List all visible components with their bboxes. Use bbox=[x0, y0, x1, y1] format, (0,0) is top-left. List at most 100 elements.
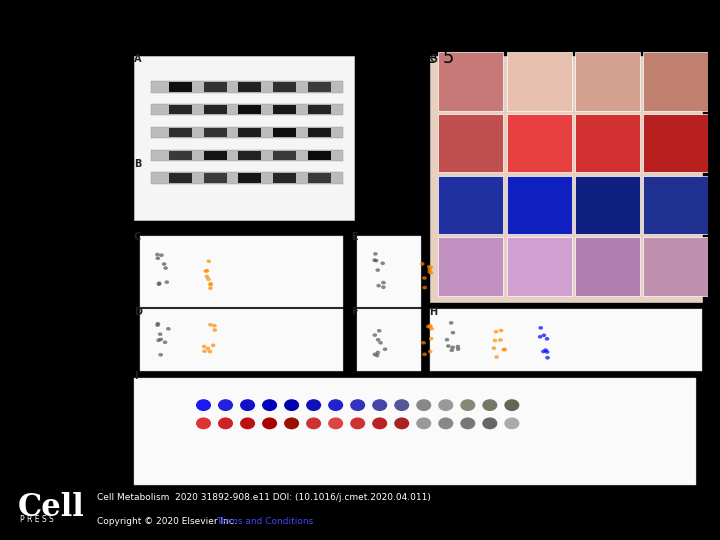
Bar bbox=[575, 114, 640, 172]
Circle shape bbox=[504, 417, 519, 429]
Circle shape bbox=[416, 417, 431, 429]
Circle shape bbox=[375, 354, 379, 357]
Bar bbox=[273, 151, 296, 160]
Circle shape bbox=[456, 347, 460, 351]
Text: Figure 5: Figure 5 bbox=[382, 49, 454, 67]
Bar bbox=[151, 150, 343, 161]
Circle shape bbox=[372, 399, 387, 411]
Circle shape bbox=[211, 343, 215, 347]
Circle shape bbox=[208, 323, 212, 327]
Bar bbox=[140, 309, 343, 371]
Circle shape bbox=[420, 262, 425, 266]
Text: G: G bbox=[430, 54, 438, 64]
Circle shape bbox=[240, 417, 255, 429]
Circle shape bbox=[208, 283, 213, 287]
Circle shape bbox=[445, 338, 449, 341]
Text: F: F bbox=[351, 307, 358, 317]
Circle shape bbox=[159, 253, 164, 257]
Circle shape bbox=[350, 399, 365, 411]
Circle shape bbox=[503, 348, 507, 352]
Bar bbox=[204, 151, 227, 160]
Circle shape bbox=[206, 278, 211, 281]
Text: E: E bbox=[351, 232, 358, 242]
Circle shape bbox=[492, 339, 498, 342]
Bar bbox=[644, 114, 708, 172]
Bar bbox=[438, 237, 503, 295]
Circle shape bbox=[204, 269, 208, 273]
Circle shape bbox=[212, 328, 217, 332]
Circle shape bbox=[428, 270, 432, 274]
Bar bbox=[238, 82, 261, 92]
Bar bbox=[168, 173, 192, 183]
Circle shape bbox=[544, 348, 548, 352]
Circle shape bbox=[284, 417, 299, 429]
Circle shape bbox=[394, 417, 409, 429]
Circle shape bbox=[504, 399, 519, 411]
Circle shape bbox=[383, 347, 387, 351]
Circle shape bbox=[499, 329, 503, 333]
Circle shape bbox=[164, 280, 169, 284]
Circle shape bbox=[208, 282, 213, 286]
Circle shape bbox=[451, 331, 455, 334]
Bar bbox=[644, 52, 708, 111]
Bar bbox=[140, 237, 343, 307]
Circle shape bbox=[377, 329, 382, 333]
Circle shape bbox=[428, 350, 433, 353]
Circle shape bbox=[375, 268, 380, 272]
Circle shape bbox=[328, 417, 343, 429]
Circle shape bbox=[422, 276, 427, 280]
Bar bbox=[204, 173, 227, 183]
Circle shape bbox=[380, 261, 385, 265]
Circle shape bbox=[427, 265, 431, 268]
Bar bbox=[168, 151, 192, 160]
Circle shape bbox=[207, 259, 211, 263]
Circle shape bbox=[377, 284, 381, 287]
Bar bbox=[357, 309, 421, 371]
Text: Copyright © 2020 Elsevier Inc.: Copyright © 2020 Elsevier Inc. bbox=[97, 517, 243, 526]
Bar bbox=[151, 127, 343, 138]
Circle shape bbox=[158, 332, 163, 336]
Bar bbox=[151, 104, 343, 116]
Circle shape bbox=[196, 417, 211, 429]
Bar bbox=[238, 105, 261, 114]
Text: D: D bbox=[134, 307, 142, 317]
Bar bbox=[273, 173, 296, 183]
Bar bbox=[507, 114, 572, 172]
Circle shape bbox=[428, 325, 433, 329]
Bar bbox=[507, 237, 572, 295]
Bar bbox=[204, 82, 227, 92]
Circle shape bbox=[495, 355, 499, 359]
Circle shape bbox=[156, 323, 160, 327]
Circle shape bbox=[421, 341, 426, 345]
Circle shape bbox=[539, 326, 543, 330]
Bar bbox=[168, 127, 192, 137]
Circle shape bbox=[438, 417, 454, 429]
Bar bbox=[644, 237, 708, 295]
Bar bbox=[134, 378, 696, 485]
Circle shape bbox=[460, 417, 475, 429]
Circle shape bbox=[218, 417, 233, 429]
Circle shape bbox=[372, 353, 377, 356]
Circle shape bbox=[451, 346, 455, 349]
Circle shape bbox=[158, 353, 163, 356]
Bar bbox=[204, 127, 227, 137]
Circle shape bbox=[482, 399, 498, 411]
Circle shape bbox=[538, 335, 542, 339]
Circle shape bbox=[163, 266, 168, 270]
Bar bbox=[204, 105, 227, 114]
Circle shape bbox=[207, 350, 212, 353]
Circle shape bbox=[541, 333, 546, 337]
Circle shape bbox=[218, 399, 233, 411]
Circle shape bbox=[394, 399, 409, 411]
Circle shape bbox=[202, 345, 207, 348]
Circle shape bbox=[498, 338, 503, 342]
Circle shape bbox=[212, 324, 217, 328]
Circle shape bbox=[157, 281, 161, 285]
Circle shape bbox=[306, 399, 321, 411]
Text: C: C bbox=[134, 232, 141, 242]
Bar bbox=[430, 309, 702, 371]
Circle shape bbox=[202, 349, 207, 353]
Bar bbox=[238, 151, 261, 160]
Circle shape bbox=[545, 350, 549, 354]
Bar bbox=[438, 114, 503, 172]
